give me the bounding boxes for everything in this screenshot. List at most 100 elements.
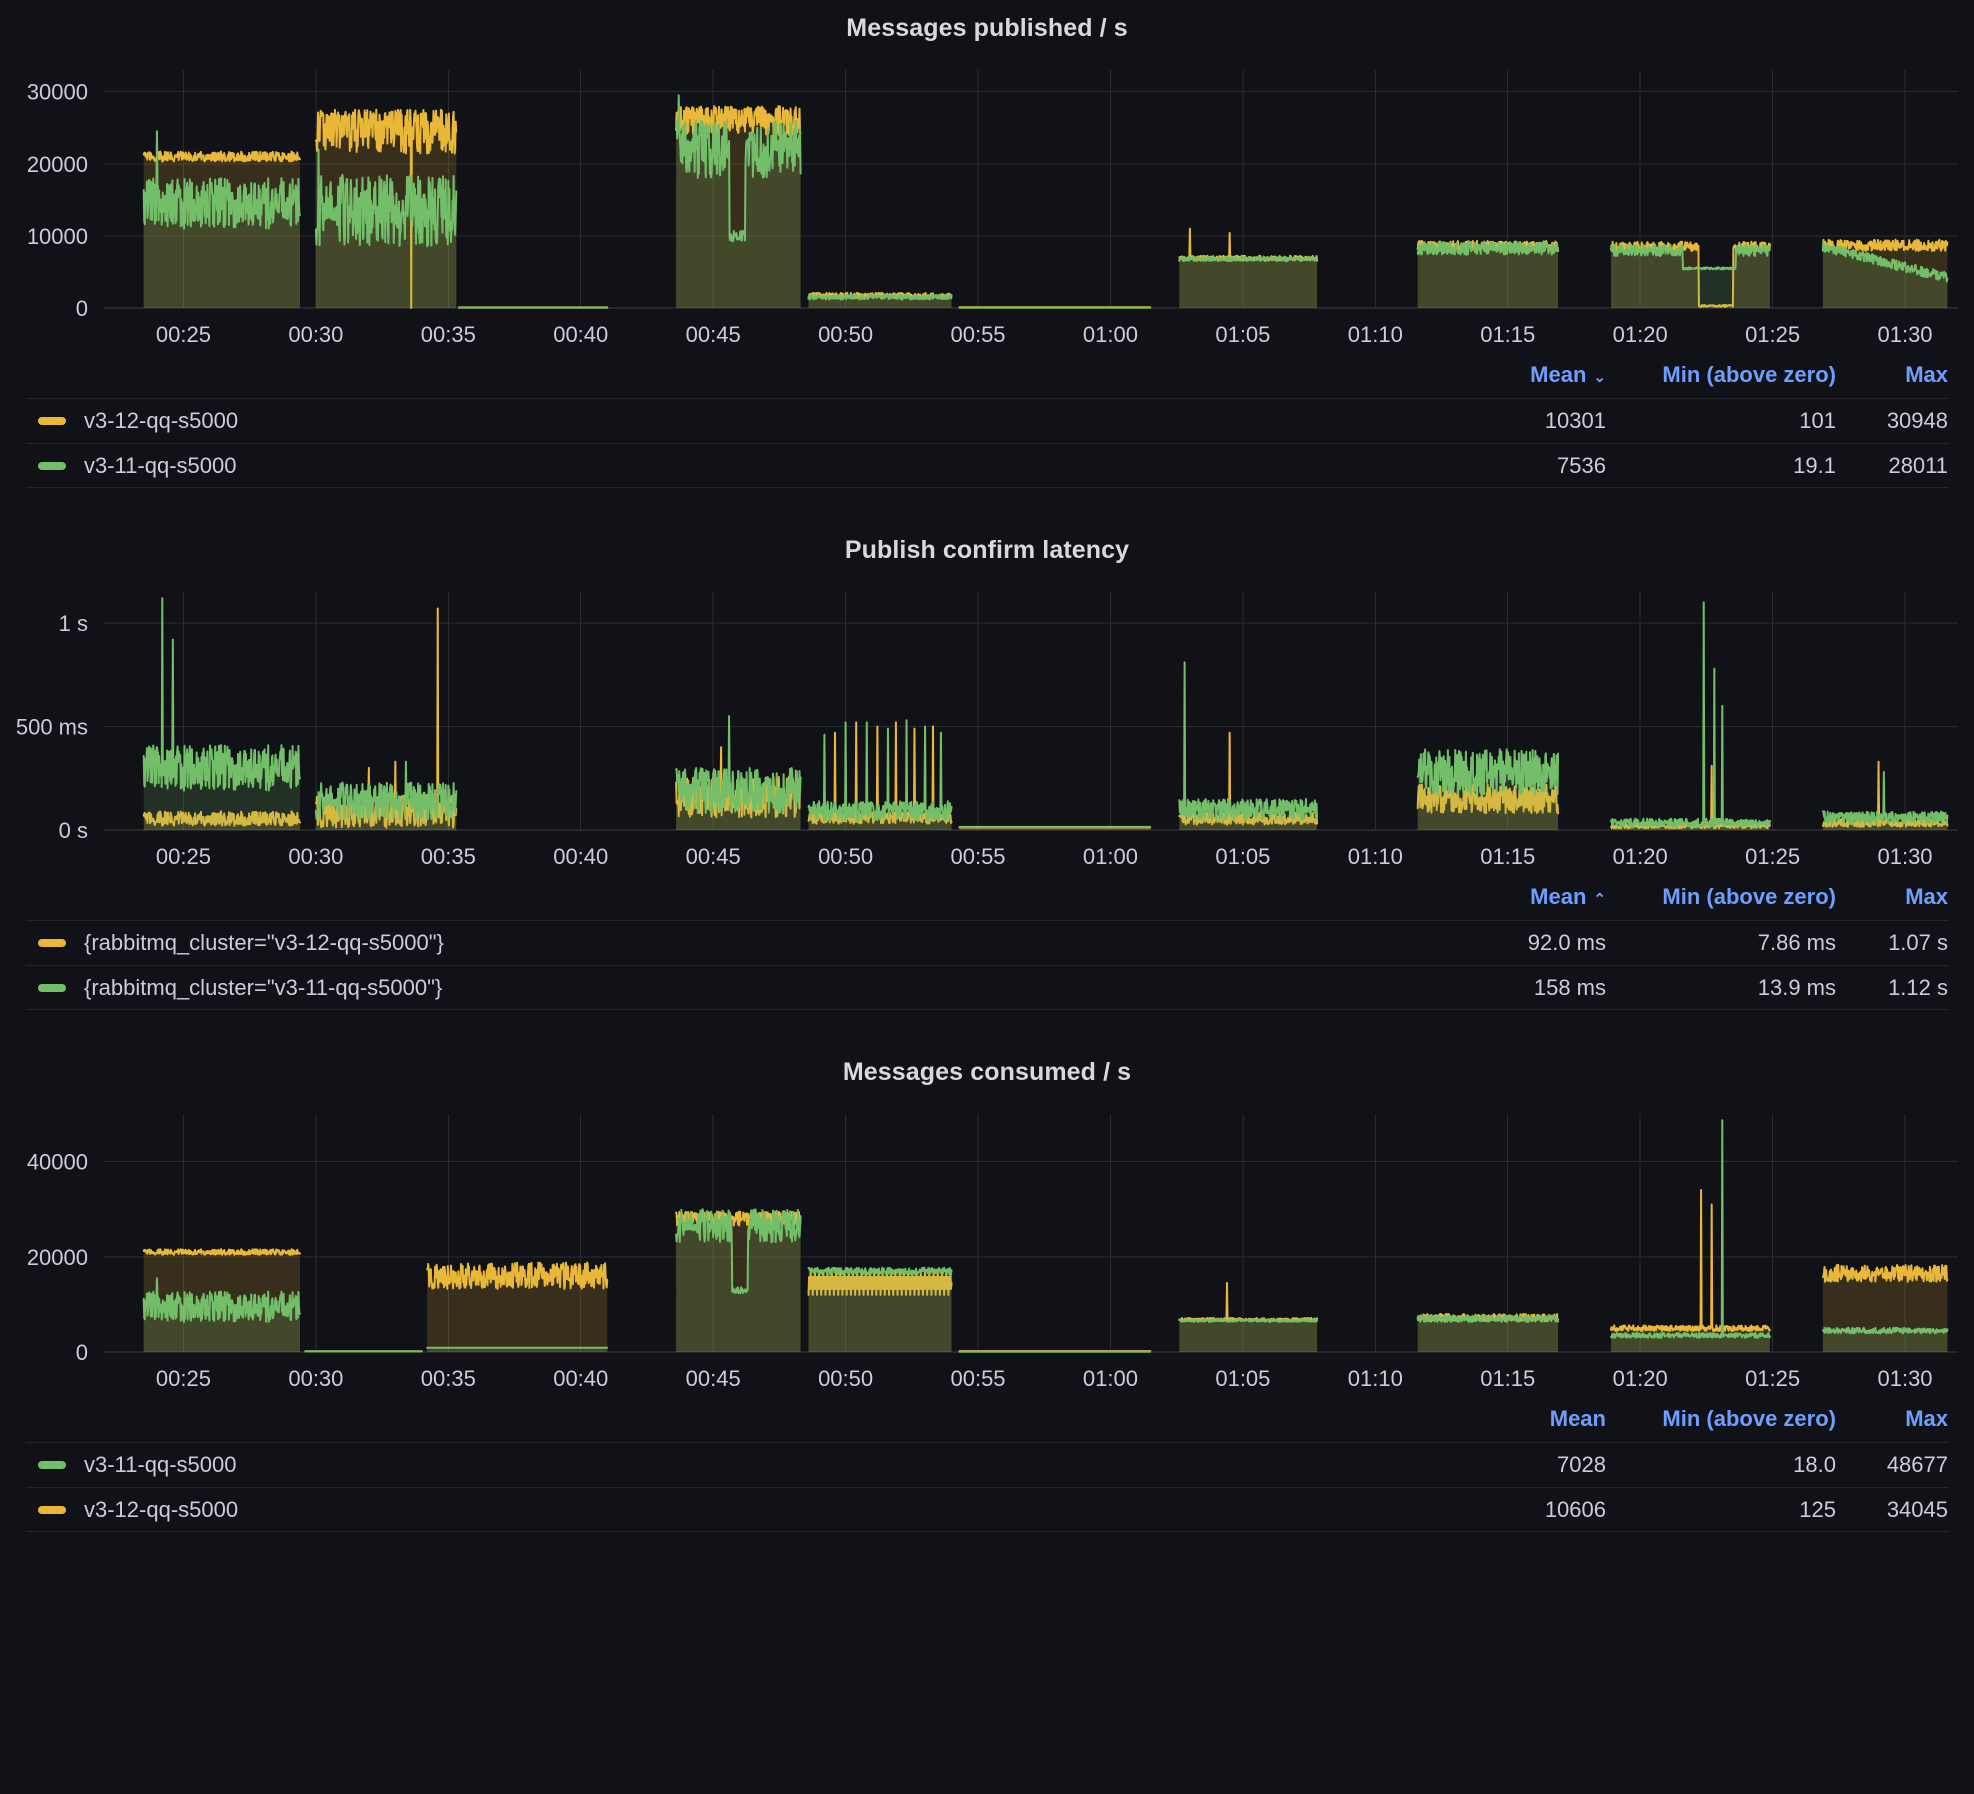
legend-series-name[interactable]: v3-12-qq-s5000 [26, 408, 1396, 434]
legend-series-name[interactable]: {rabbitmq_cluster="v3-11-qq-s5000"} [26, 975, 1396, 1001]
legend-col-mean[interactable]: Mean [1396, 1406, 1606, 1432]
x-axis-tick-label: 00:45 [686, 322, 741, 347]
x-axis-tick-label: 00:35 [421, 1366, 476, 1391]
panel-publish-confirm-latency: Publish confirm latency 0 s 500 ms 1 s 00:2… [0, 522, 1974, 1010]
x-axis-tick-label: 00:35 [421, 322, 476, 347]
legend-row[interactable]: v3-11-qq-s5000 7536 19.1 28011 [26, 443, 1948, 488]
series-area [1417, 749, 1559, 830]
series-color-swatch [38, 939, 66, 947]
y-axis-tick-label: 20000 [27, 152, 88, 177]
x-axis-tick-label: 00:30 [288, 1366, 343, 1391]
legend-col-mean-label: Mean [1530, 362, 1587, 387]
legend-value-mean: 158 ms [1533, 974, 1606, 1000]
legend-header-row: Mean ⌃ Min (above zero) Max [26, 878, 1948, 920]
series-line [142, 597, 301, 792]
series-line [675, 1208, 802, 1295]
legend-col-max[interactable]: Max [1905, 1406, 1948, 1431]
plot-area-messages-published[interactable]: 0 10000 20000 30000 00:25 00:30 00:35 00:40 00:4… [0, 56, 1974, 356]
series-line [1178, 255, 1319, 263]
legend-value-mean: 10301 [1544, 408, 1606, 433]
series-line [807, 293, 953, 301]
legend-col-min[interactable]: Min (above zero) [1662, 884, 1836, 909]
series-line [807, 1270, 953, 1296]
x-axis-tick-label: 00:55 [950, 1366, 1005, 1391]
x-axis-tick-label: 00:55 [950, 322, 1005, 347]
legend-col-min[interactable]: Min (above zero) [1662, 362, 1836, 387]
series-area [1611, 602, 1770, 830]
panel-title: Messages published / s [846, 14, 1128, 42]
legend-series-name[interactable]: {rabbitmq_cluster="v3-12-qq-s5000"} [26, 930, 1396, 956]
legend-row[interactable]: v3-12-qq-s5000 10301 101 30948 [26, 398, 1948, 443]
legend-col-mean[interactable]: Mean ⌃ [1396, 884, 1606, 910]
series-area [1179, 1282, 1318, 1352]
series-area [1179, 1319, 1318, 1352]
legend-col-max[interactable]: Max [1905, 362, 1948, 387]
series-line [675, 715, 802, 815]
series-area [1179, 228, 1318, 308]
series-line [314, 760, 458, 821]
series-area [676, 1209, 801, 1352]
x-axis-tick-label: 01:20 [1613, 322, 1668, 347]
legend-series-name[interactable]: v3-12-qq-s5000 [26, 1497, 1396, 1523]
x-axis-tick-label: 01:00 [1083, 844, 1138, 869]
series-line [142, 130, 301, 230]
series-area [315, 761, 457, 830]
plot-area-publish-confirm-latency[interactable]: 0 s 500 ms 1 s 00:25 00:30 00:35 00:40 00:45 00:… [0, 578, 1974, 878]
series-line [675, 105, 802, 137]
x-axis-tick-label: 00:40 [553, 322, 608, 347]
y-axis-tick-label: 40000 [27, 1150, 88, 1175]
panel-messages-published: Messages published / s 0 10000 20000 30000 0… [0, 0, 1974, 488]
series-line [426, 1261, 609, 1290]
legend-col-min[interactable]: Min (above zero) [1662, 1406, 1836, 1431]
x-axis-tick-label: 01:10 [1348, 844, 1403, 869]
plot-area-messages-consumed[interactable]: 0 20000 40000 00:25 00:30 00:35 00:40 00:45 00:5… [0, 1100, 1974, 1400]
x-axis-tick-label: 00:40 [553, 1366, 608, 1391]
y-axis-tick-label: 0 s [59, 818, 88, 843]
series-line [1821, 1326, 1949, 1335]
x-axis-tick-label: 01:05 [1215, 322, 1270, 347]
legend-messages-published: Mean ⌄ Min (above zero) Max v3-12-qq-s500… [0, 356, 1974, 488]
x-axis-tick-label: 00:50 [818, 844, 873, 869]
series-line [1416, 783, 1560, 815]
series-line [1610, 1119, 1771, 1339]
sort-asc-icon: ⌃ [1593, 891, 1606, 908]
x-axis-tick-label: 01:30 [1877, 1366, 1932, 1391]
series-line [1178, 1318, 1319, 1323]
legend-value-min: 101 [1799, 408, 1836, 433]
series-b [142, 597, 1949, 830]
legend-value-max: 30948 [1886, 408, 1948, 433]
legend-value-max: 34045 [1886, 1496, 1948, 1522]
y-axis-tick-label: 20000 [27, 1245, 88, 1270]
legend-row[interactable]: {rabbitmq_cluster="v3-11-qq-s5000"} 158 … [26, 965, 1948, 1010]
series-line [1610, 243, 1771, 271]
series-area [1417, 241, 1559, 308]
legend-series-name[interactable]: v3-11-qq-s5000 [26, 453, 1396, 479]
legend-row[interactable]: v3-11-qq-s5000 7028 18.0 48677 [26, 1442, 1948, 1487]
legend-series-name[interactable]: v3-11-qq-s5000 [26, 1452, 1396, 1478]
x-axis-tick-label: 00:45 [686, 844, 741, 869]
series-line [675, 94, 802, 243]
legend-row[interactable]: v3-12-qq-s5000 10606 125 34045 [26, 1487, 1948, 1532]
legend-header-row: Mean Min (above zero) Max [26, 1400, 1948, 1442]
x-axis-tick-label: 01:20 [1613, 844, 1668, 869]
series-line [314, 148, 458, 248]
panel-gap [0, 1010, 1974, 1044]
y-axis-tick-label: 0 [76, 296, 88, 321]
y-axis-tick-label: 10000 [27, 224, 88, 249]
legend-col-mean[interactable]: Mean ⌄ [1396, 362, 1606, 388]
series-color-swatch [38, 983, 66, 992]
panel-title: Messages consumed / s [842, 1058, 1132, 1086]
legend-label: {rabbitmq_cluster="v3-11-qq-s5000"} [84, 974, 443, 1000]
legend-publish-confirm-latency: Mean ⌃ Min (above zero) Max {rabbitmq_clu… [0, 878, 1974, 1010]
series-color-swatch [38, 461, 66, 470]
legend-value-min: 19.1 [1793, 452, 1836, 478]
legend-row[interactable]: {rabbitmq_cluster="v3-12-qq-s5000"} 92.0… [26, 920, 1948, 965]
series-line [1821, 1263, 1949, 1283]
legend-value-min: 125 [1799, 1496, 1836, 1522]
x-axis-tick-label: 01:00 [1083, 322, 1138, 347]
series-area [1417, 1315, 1559, 1352]
legend-col-max[interactable]: Max [1905, 884, 1948, 909]
series-area [427, 1347, 608, 1352]
panel-messages-consumed: Messages consumed / s 0 20000 40000 00:25 00… [0, 1044, 1974, 1532]
